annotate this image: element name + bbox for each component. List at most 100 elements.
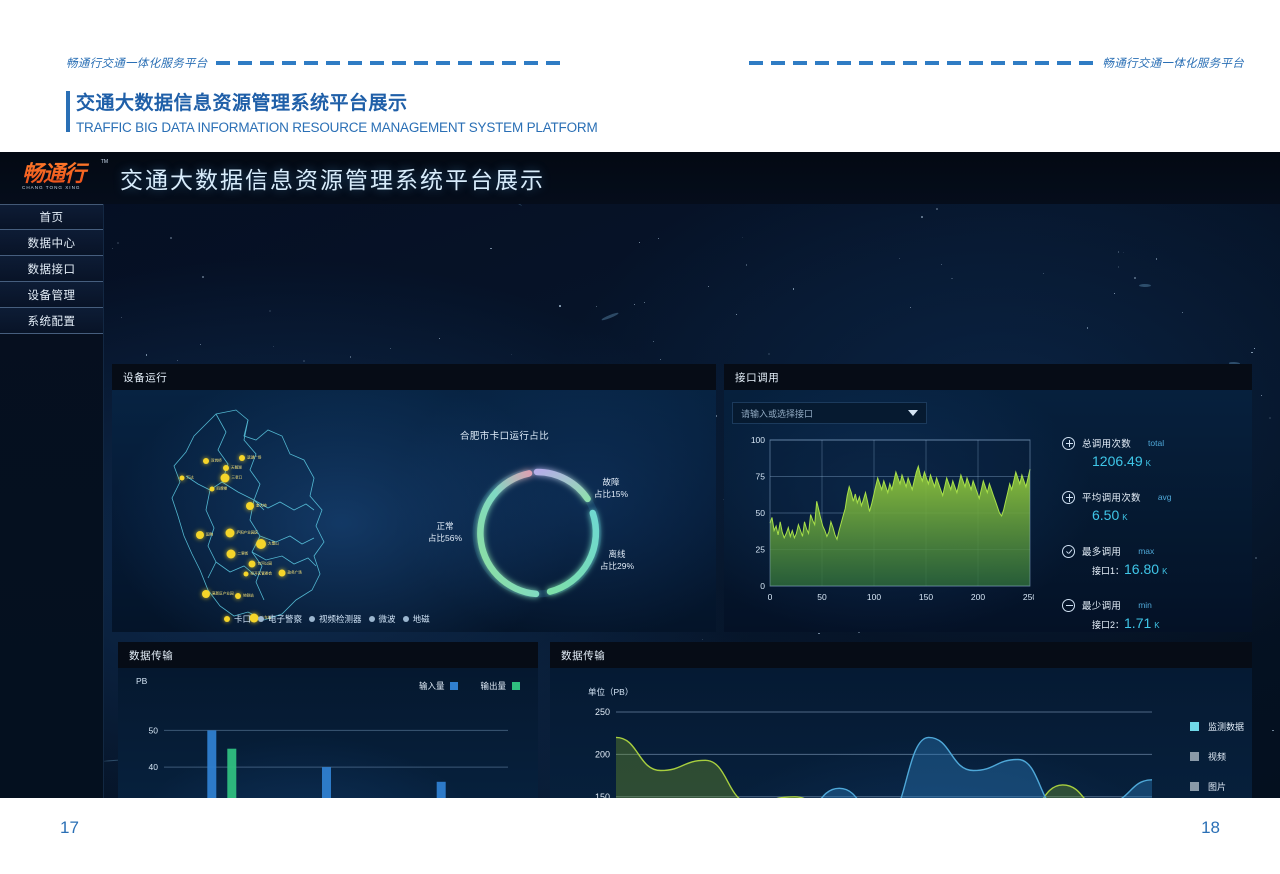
map-point-label-1: 天鹅湖 <box>231 466 242 471</box>
logo: 畅通行 CHANG TONG XING TM <box>22 161 106 195</box>
avg-circle-icon <box>1062 491 1075 504</box>
api-stat-tag-2: max <box>1138 546 1154 556</box>
map-point-label-6: 金大地 <box>256 504 267 509</box>
map-point-label-10: 二里街 <box>238 552 249 557</box>
legend-swatch-icon <box>1190 752 1199 761</box>
panel-bar-body: PB 输入量 输出量 01020304050监测数据视频图片 <box>118 668 538 798</box>
chevron-down-icon <box>908 410 918 416</box>
panel-api-title: 接口调用 <box>724 364 1252 390</box>
area-unit-label: 单位（PB） <box>588 686 633 698</box>
slide-header: 畅通行交通一体化服务平台 畅通行交通一体化服务平台 交通大数据信息资源管理系统平… <box>0 0 1280 150</box>
area-legend-item-2[interactable]: 图片 <box>1190 780 1244 793</box>
svg-text:75: 75 <box>756 472 766 482</box>
panel-api-calls: 接口调用 请输入或选择接口 0 25 50 75 100 0 50 100 150 200 250 … <box>724 364 1252 632</box>
map-point-13[interactable] <box>279 570 286 577</box>
api-stat-tag-0: total <box>1148 438 1164 448</box>
sidebar-item-2[interactable]: 数据接口 <box>0 256 103 282</box>
map-point-label-3: 万达 <box>187 476 194 481</box>
bar-legend-label-1: 输出量 <box>480 680 506 692</box>
donut-label-offline: 离线 占比29% <box>600 548 634 572</box>
interface-select[interactable]: 请输入或选择接口 <box>732 402 927 424</box>
svg-text:250: 250 <box>1023 592 1034 602</box>
map-point-4[interactable] <box>221 474 230 483</box>
check-circle-icon <box>1062 545 1075 558</box>
map-point-7[interactable] <box>196 531 204 539</box>
map-point-6[interactable] <box>246 502 254 510</box>
panel-device-operation: 设备运行 双岗桥 天鹅湖滨 <box>112 364 716 632</box>
map-point-label-14: 高新区产业园 <box>212 592 234 597</box>
map-legend-item-1[interactable]: 电子警察 <box>258 613 302 625</box>
bar-legend-label-0: 输入量 <box>419 680 445 692</box>
map-legend-item-2[interactable]: 视频检测器 <box>309 613 362 625</box>
trademark-icon: TM <box>101 159 108 165</box>
area-legend-label-2: 图片 <box>1208 780 1226 793</box>
api-stat-name-0: 总调用次数 <box>1082 436 1131 450</box>
api-stat-2: 最多调用 max 接口1：16.80 K <box>1062 544 1242 577</box>
map-point-5[interactable] <box>210 487 215 492</box>
legend-dot-icon <box>369 616 375 622</box>
map-point-14[interactable] <box>202 590 210 598</box>
svg-text:50: 50 <box>817 592 827 602</box>
map-legend-item-0[interactable]: 卡口 <box>224 613 251 625</box>
api-stat-name-2: 最多调用 <box>1082 544 1121 558</box>
map-point-15[interactable] <box>235 593 241 599</box>
api-stat-value-0: 1206.49 K <box>1092 453 1242 469</box>
page-title-en: TRAFFIC BIG DATA INFORMATION RESOURCE MA… <box>76 120 598 135</box>
api-trend-svg: 0 25 50 75 100 0 50 100 150 200 250 <box>744 436 1034 606</box>
legend-swatch-icon <box>1190 782 1199 791</box>
hefei-map[interactable]: 双岗桥 天鹅湖 滨湖广场 万达 三孝口 四牌楼 金大地 国购 庐阳产业园区 大蜀山 二里街 包河公园经… <box>164 406 414 624</box>
donut-chart[interactable]: 故障 占比15% 离线 占比29% 正常 占比56% <box>412 438 662 628</box>
bar-legend-item-0[interactable]: 输入量 <box>419 680 459 692</box>
area-legend-item-1[interactable]: 视频 <box>1190 750 1244 763</box>
map-point-9[interactable] <box>256 539 266 549</box>
area-legend-label-1: 视频 <box>1208 750 1226 763</box>
bar-chart-svg: 01020304050监测数据视频图片 <box>136 706 516 798</box>
api-stat-tag-1: avg <box>1158 492 1172 502</box>
svg-text:100: 100 <box>751 436 765 445</box>
map-point-12[interactable] <box>244 572 249 577</box>
api-stat-3: 最少调用 min 接口2：1.71 K <box>1062 598 1242 631</box>
map-point-1[interactable] <box>223 465 229 471</box>
area-legend-item-0[interactable]: 监测数据 <box>1190 720 1244 733</box>
map-legend-item-3[interactable]: 微波 <box>369 613 396 625</box>
map-point-11[interactable] <box>249 561 256 568</box>
api-call-trend-chart[interactable]: 0 25 50 75 100 0 50 100 150 200 250 <box>744 436 1034 606</box>
svg-text:50: 50 <box>149 725 159 735</box>
api-stat-0: 总调用次数 total 1206.49 K <box>1062 436 1242 469</box>
sidebar-item-3[interactable]: 设备管理 <box>0 282 103 308</box>
dashboard-header: 畅通行 CHANG TONG XING TM 交通大数据信息资源管理系统平台展示 <box>0 152 1280 204</box>
svg-text:50: 50 <box>756 508 766 518</box>
map-point-3[interactable] <box>180 476 185 481</box>
logo-text-cn: 畅通行 <box>22 161 106 187</box>
svg-text:250: 250 <box>595 707 610 717</box>
sidebar-item-0[interactable]: 首页 <box>0 204 103 230</box>
map-point-2[interactable] <box>239 455 245 461</box>
donut-label-normal: 正常 占比56% <box>428 520 462 544</box>
logo-text-en: CHANG TONG XING <box>22 185 106 190</box>
sidebar-item-1[interactable]: 数据中心 <box>0 230 103 256</box>
svg-text:100: 100 <box>867 592 881 602</box>
map-legend-label-1: 电子警察 <box>268 613 302 625</box>
data-transfer-area-chart[interactable]: 05010015020025000:002:004:006:008:0010:0… <box>580 704 1160 798</box>
map-point-label-7: 国购 <box>206 533 213 538</box>
legend-dot-icon <box>258 616 264 622</box>
bar-chart-legend: 输入量 输出量 <box>419 680 520 692</box>
map-point-0[interactable] <box>203 458 209 464</box>
api-stat-tag-3: min <box>1138 600 1152 610</box>
panel-device-title: 设备运行 <box>112 364 716 390</box>
panel-data-transfer-area: 数据传输 单位（PB） 监测数据 视频 图片 05010015020025000… <box>550 642 1252 798</box>
api-stat-value-2: 接口1：16.80 K <box>1092 561 1242 577</box>
bar-legend-item-1[interactable]: 输出量 <box>480 680 520 692</box>
sidebar-item-4[interactable]: 系统配置 <box>0 308 103 334</box>
legend-swatch-icon <box>1190 722 1199 731</box>
data-transfer-bar-chart[interactable]: 01020304050监测数据视频图片 <box>136 706 516 798</box>
api-stat-name-3: 最少调用 <box>1082 598 1121 612</box>
svg-text:0: 0 <box>768 592 773 602</box>
svg-text:25: 25 <box>756 545 766 555</box>
svg-text:150: 150 <box>595 792 610 798</box>
map-point-8[interactable] <box>226 529 235 538</box>
page-number-left: 17 <box>60 818 79 838</box>
map-point-10[interactable] <box>227 550 236 559</box>
svg-text:200: 200 <box>971 592 985 602</box>
map-point-label-13: 政务广场 <box>288 571 302 576</box>
